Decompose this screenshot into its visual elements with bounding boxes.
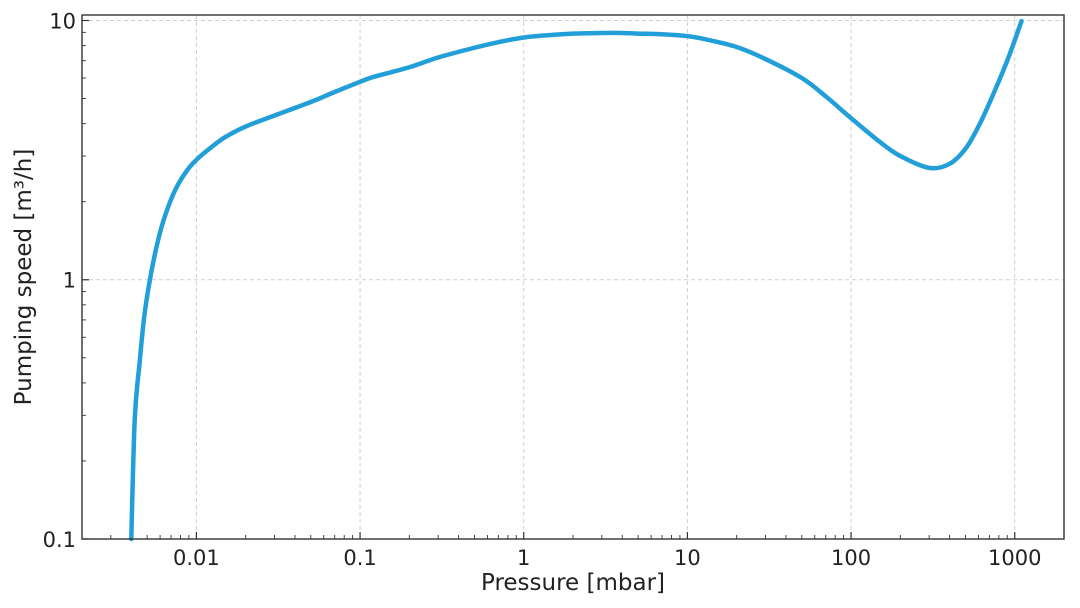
y-tick-label: 0.1 xyxy=(43,528,76,552)
x-tick-label: 10 xyxy=(674,546,701,570)
x-tick-label: 1 xyxy=(517,546,530,570)
x-tick-label: 0.01 xyxy=(173,546,220,570)
tick-label-layer: 0.01 0.1 1 10 100 1000 0.1 1 10 xyxy=(43,9,1042,570)
x-tick-label: 1000 xyxy=(988,546,1041,570)
y-axis-label: Pumping speed [m³/h] xyxy=(11,149,37,406)
series-layer xyxy=(129,18,1024,542)
grid-layer xyxy=(82,15,1064,540)
y-tick-label: 1 xyxy=(63,269,76,293)
series-line-0 xyxy=(129,18,1024,542)
x-tick-label: 100 xyxy=(831,546,871,570)
plot-frame xyxy=(81,14,1065,540)
minor-tick-layer xyxy=(81,31,1065,539)
y-tick-label: 10 xyxy=(49,9,76,33)
x-tick-label: 0.1 xyxy=(343,546,376,570)
x-axis-label: Pressure [mbar] xyxy=(481,570,665,596)
